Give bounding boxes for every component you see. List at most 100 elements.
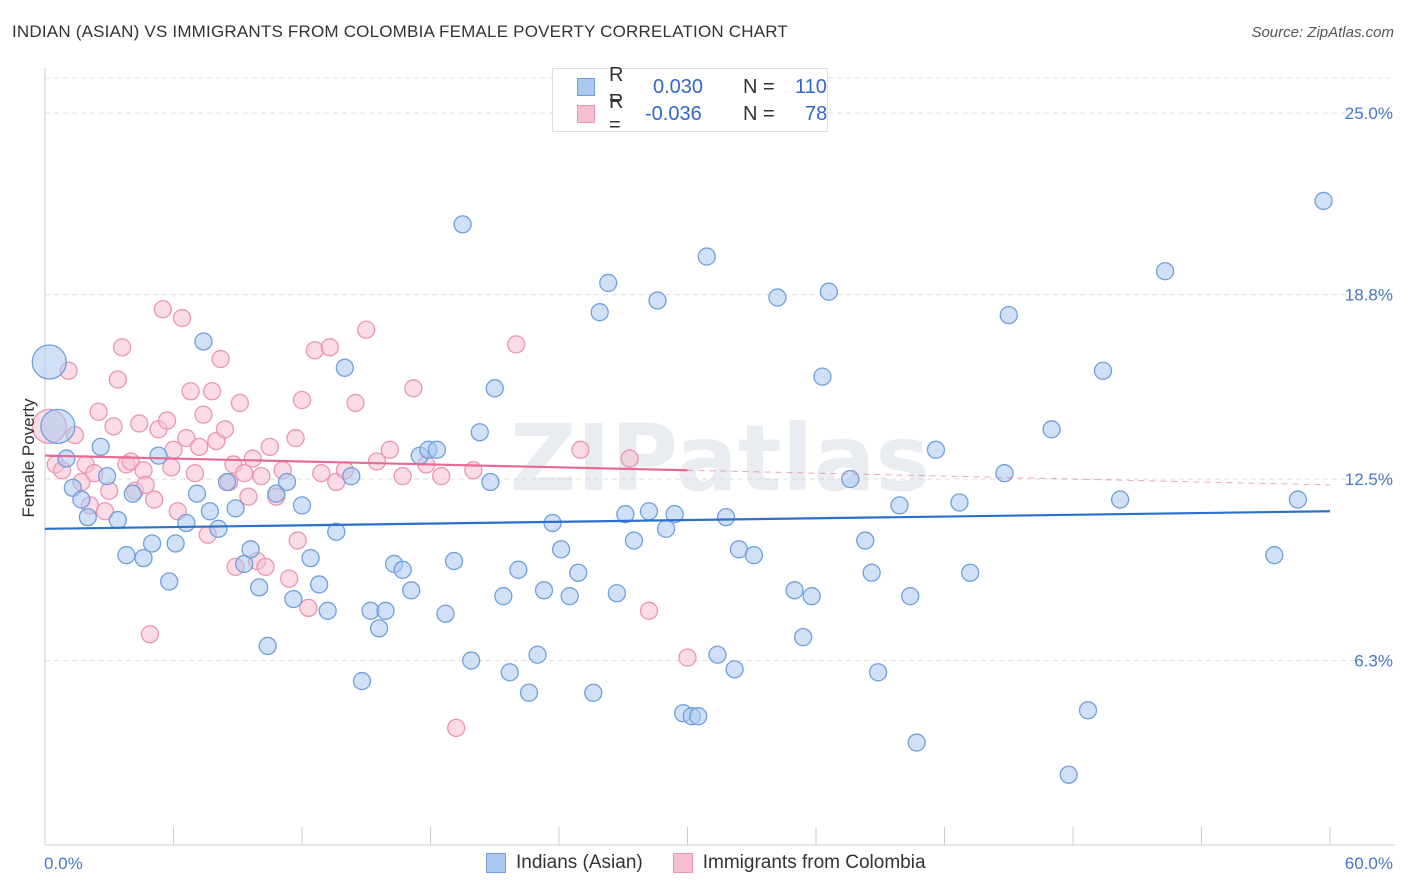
- indian-point: [744, 546, 764, 565]
- colombia-point: [432, 466, 451, 486]
- indian-point: [599, 273, 618, 293]
- indian-point: [716, 507, 736, 527]
- indian-point: [241, 540, 260, 559]
- series-legend: Indians (Asian) Immigrants from Colombia: [486, 852, 956, 874]
- legend-n-label: N =: [743, 75, 775, 98]
- indian-point: [616, 505, 635, 524]
- colombia-point: [357, 320, 376, 339]
- indian-point: [453, 215, 472, 234]
- indian-point: [284, 589, 303, 609]
- colombia-point: [202, 382, 222, 401]
- colombia-point: [507, 335, 526, 354]
- indian-point: [427, 440, 447, 459]
- indian-point: [78, 507, 97, 527]
- indian-point: [901, 587, 920, 606]
- colombia-point: [230, 393, 250, 413]
- indian-point: [91, 437, 110, 457]
- legend-swatch-colombia: [672, 853, 693, 873]
- colombia-point: [194, 405, 213, 424]
- y-tick-label: 6.3%: [1354, 652, 1393, 671]
- indian-point: [802, 587, 821, 606]
- indian-point: [1042, 420, 1061, 439]
- indian-point: [187, 484, 207, 503]
- colombia-point: [292, 390, 312, 410]
- indian-point: [999, 305, 1018, 325]
- indian-point: [689, 707, 708, 726]
- legend-r-label: R =: [609, 91, 624, 136]
- colombia-trend-line: [44, 454, 688, 472]
- legend-r-value: 0.030: [653, 75, 704, 98]
- colombia-point: [393, 466, 412, 486]
- indian-point: [1078, 701, 1098, 720]
- colombia-point: [153, 300, 172, 319]
- indian-point: [607, 584, 626, 603]
- indian-point: [166, 534, 185, 553]
- correlation-legend: R = 0.030 N = 110 R = -0.036 N = 78: [552, 64, 828, 136]
- source-label: Source: ZipAtlas.com: [1251, 24, 1394, 41]
- legend-r-value: -0.036: [645, 102, 702, 125]
- indian-point: [267, 484, 286, 503]
- gridlines: [45, 77, 1395, 662]
- indian-point: [436, 604, 455, 623]
- indian-point: [149, 446, 168, 465]
- y-tick-label: 25.0%: [1345, 104, 1393, 123]
- colombia-point: [346, 393, 365, 413]
- colombia-point: [571, 440, 590, 459]
- indian-point: [785, 581, 804, 600]
- indian-point: [1110, 490, 1130, 509]
- colombia-point: [305, 341, 325, 360]
- legend-row-colombia: R = -0.036 N = 78: [577, 91, 827, 136]
- colombia-point: [299, 598, 318, 618]
- colombia-point: [104, 417, 123, 436]
- indian-point: [551, 540, 571, 559]
- indian-point: [950, 493, 969, 512]
- colombia-point: [172, 308, 192, 328]
- legend-item-colombia: Immigrants from Colombia: [672, 852, 926, 874]
- indian-point: [309, 575, 329, 594]
- indian-point: [907, 733, 926, 752]
- indian-point: [519, 683, 539, 702]
- y-tick-label: 18.8%: [1345, 286, 1393, 305]
- indian-point: [1314, 191, 1333, 211]
- colombia-point: [447, 718, 466, 738]
- indian-point: [318, 601, 337, 620]
- colombia-point: [136, 475, 155, 495]
- colombia-point: [108, 370, 127, 389]
- indian-point: [639, 502, 659, 521]
- indian-point: [226, 499, 245, 518]
- legend-label-indian: Indians (Asian): [516, 852, 643, 873]
- watermark: ZIPatlas: [510, 405, 930, 512]
- indian-point: [590, 303, 609, 322]
- colombia-point: [130, 414, 149, 433]
- trend-lines: [44, 454, 1331, 530]
- legend-r-label: R =: [609, 64, 624, 109]
- indian-point: [1093, 361, 1113, 380]
- indian-point: [194, 332, 213, 351]
- colombia-point: [639, 601, 659, 620]
- indian-point: [1155, 262, 1175, 281]
- indian-point: [560, 587, 579, 606]
- x-tick-labels: 0.0% 60.0%: [44, 854, 1393, 873]
- chart-title: INDIAN (ASIAN) VS IMMIGRANTS FROM COLOMB…: [12, 22, 789, 41]
- indian-point: [697, 247, 716, 266]
- colombia-point: [678, 648, 697, 667]
- colombia-point: [177, 428, 196, 448]
- indian-point: [277, 472, 297, 492]
- indian-point: [31, 344, 67, 380]
- colombia-point: [211, 349, 230, 369]
- indian-point: [813, 367, 832, 386]
- y-tick-label: 12.5%: [1345, 470, 1393, 489]
- indian-point: [1288, 490, 1308, 509]
- indian-point: [200, 502, 220, 521]
- indian-point: [352, 671, 372, 691]
- colombia-point: [181, 382, 200, 401]
- colombia-point: [190, 437, 209, 457]
- indian-point: [819, 282, 838, 301]
- indian-point: [444, 551, 464, 571]
- indian-point: [868, 663, 888, 682]
- indian-point: [40, 408, 76, 445]
- colombia-point: [286, 428, 305, 448]
- indian-point: [584, 683, 603, 702]
- x-tick-label: 60.0%: [1345, 854, 1393, 873]
